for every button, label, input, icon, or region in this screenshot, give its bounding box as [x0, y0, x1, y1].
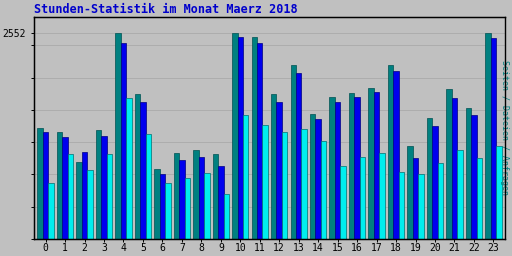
Bar [446, 89, 452, 239]
Bar [62, 137, 68, 239]
Bar [354, 97, 360, 239]
Bar [37, 127, 43, 239]
Bar [329, 97, 335, 239]
Bar [276, 102, 282, 239]
Bar [369, 88, 374, 239]
Bar [251, 37, 257, 239]
Bar [438, 163, 443, 239]
Bar [238, 37, 243, 239]
Bar [413, 158, 418, 239]
Bar [418, 174, 423, 239]
Bar [48, 183, 54, 239]
Bar [282, 132, 287, 239]
Bar [452, 98, 457, 239]
Bar [374, 92, 379, 239]
Bar [193, 150, 199, 239]
Bar [218, 166, 224, 239]
Bar [212, 154, 218, 239]
Bar [263, 125, 268, 239]
Bar [43, 132, 48, 239]
Bar [427, 118, 432, 239]
Bar [96, 130, 101, 239]
Bar [57, 132, 62, 239]
Bar [232, 33, 238, 239]
Bar [101, 136, 106, 239]
Bar [393, 71, 399, 239]
Bar [106, 154, 112, 239]
Bar [315, 119, 321, 239]
Bar [76, 162, 82, 239]
Bar [496, 146, 502, 239]
Bar [335, 102, 340, 239]
Bar [360, 157, 365, 239]
Bar [466, 108, 471, 239]
Bar [408, 146, 413, 239]
Bar [471, 115, 477, 239]
Bar [477, 158, 482, 239]
Bar [204, 173, 209, 239]
Bar [340, 166, 346, 239]
Bar [388, 65, 393, 239]
Bar [302, 129, 307, 239]
Bar [154, 169, 160, 239]
Bar [174, 153, 179, 239]
Bar [224, 194, 229, 239]
Bar [160, 174, 165, 239]
Bar [296, 73, 302, 239]
Bar [165, 183, 170, 239]
Bar [432, 126, 438, 239]
Bar [243, 115, 248, 239]
Bar [135, 94, 140, 239]
Bar [257, 43, 263, 239]
Bar [290, 65, 296, 239]
Bar [87, 170, 93, 239]
Bar [179, 160, 185, 239]
Bar [121, 43, 126, 239]
Text: Stunden-Statistik im Monat Maerz 2018: Stunden-Statistik im Monat Maerz 2018 [34, 3, 297, 16]
Bar [199, 157, 204, 239]
Bar [115, 33, 121, 239]
Bar [310, 114, 315, 239]
Bar [146, 134, 151, 239]
Y-axis label: Seiten / Dateien / Anfragen: Seiten / Dateien / Anfragen [500, 60, 509, 196]
Bar [490, 38, 496, 239]
Bar [485, 33, 490, 239]
Bar [399, 172, 404, 239]
Bar [185, 178, 190, 239]
Bar [379, 153, 385, 239]
Bar [271, 94, 276, 239]
Bar [321, 141, 326, 239]
Bar [82, 152, 87, 239]
Bar [349, 93, 354, 239]
Bar [140, 102, 146, 239]
Bar [126, 98, 132, 239]
Bar [68, 154, 73, 239]
Bar [457, 150, 463, 239]
